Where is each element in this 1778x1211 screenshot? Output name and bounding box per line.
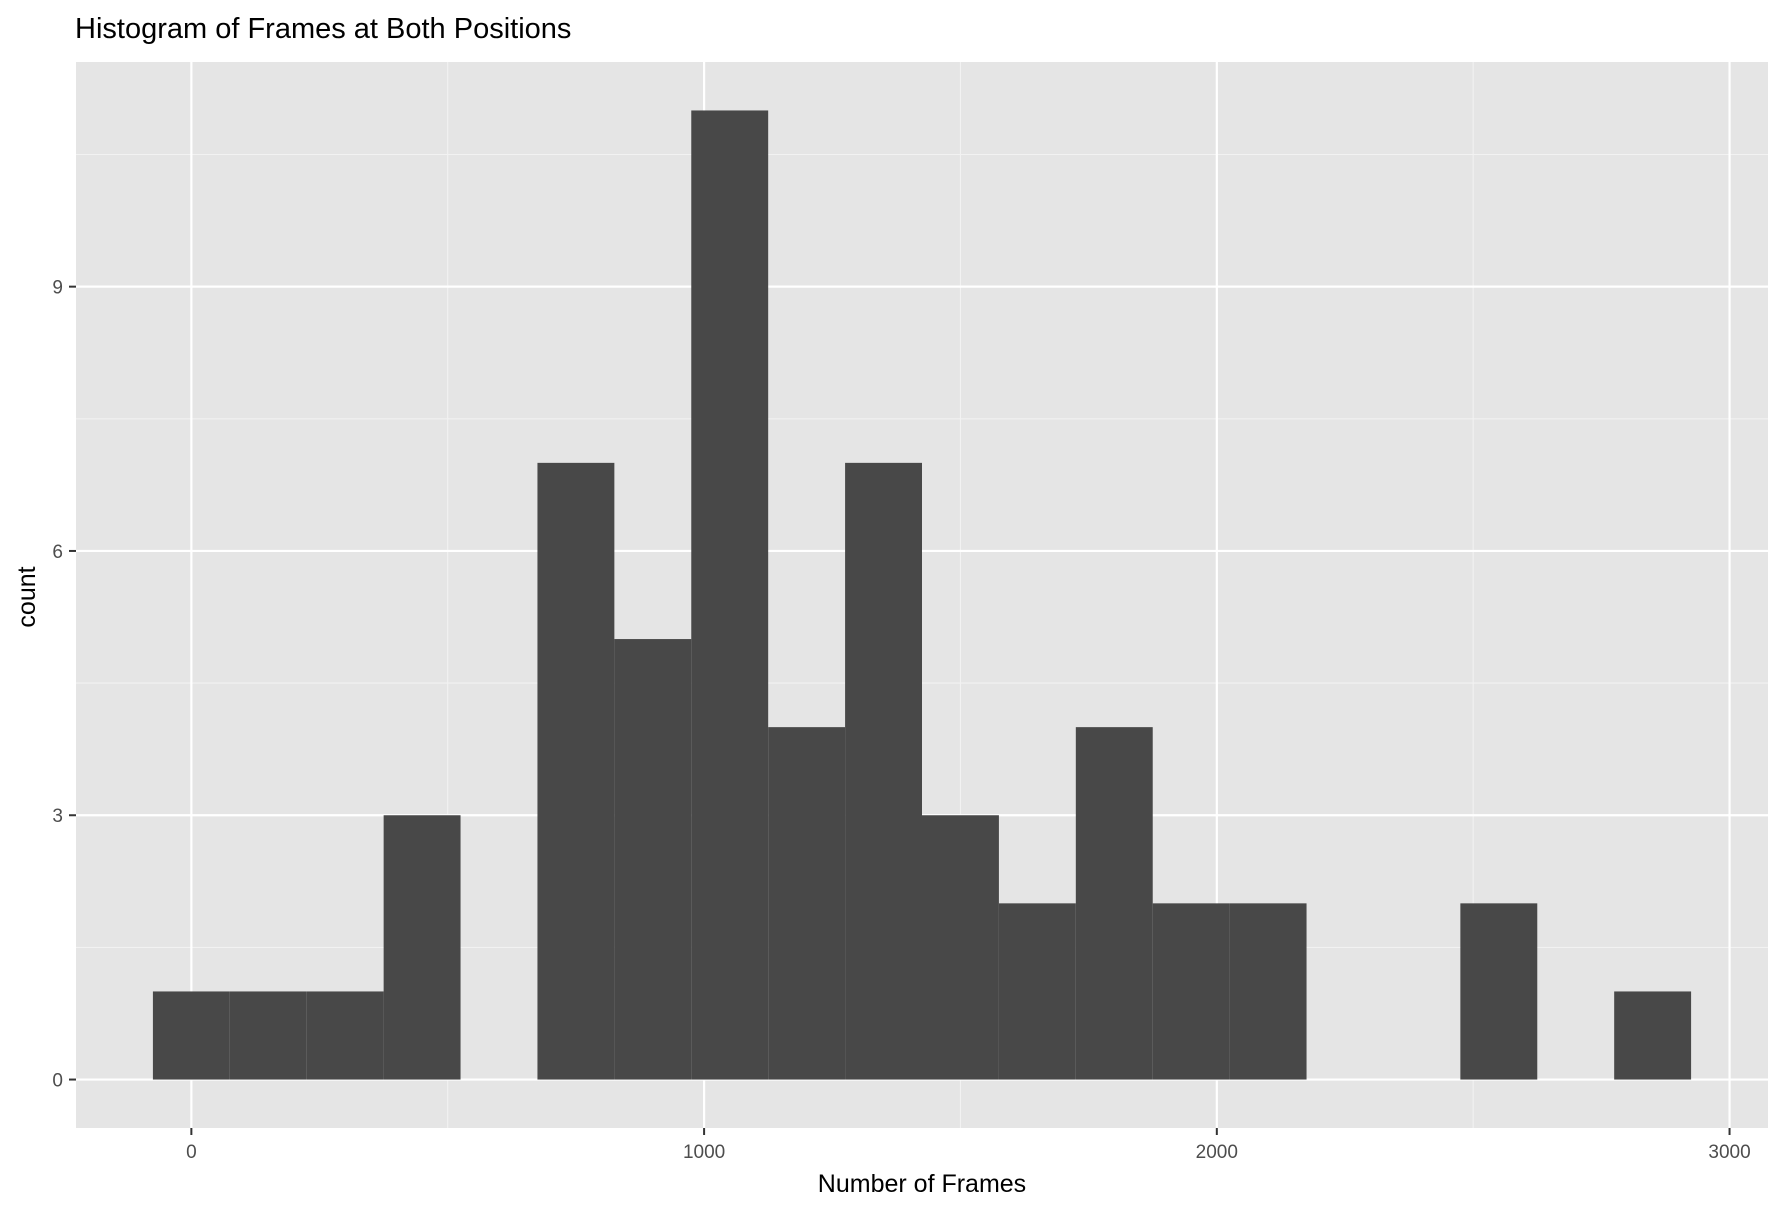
histogram-bar <box>383 815 461 1080</box>
histogram-bar <box>537 462 615 1080</box>
histogram-bar <box>691 110 769 1080</box>
y-tick-label: 9 <box>52 278 63 299</box>
x-tick-label: 1000 <box>683 1142 725 1163</box>
histogram-bar <box>1229 903 1307 1080</box>
y-axis-title: count <box>13 566 41 627</box>
histogram-bar <box>1152 903 1230 1080</box>
x-axis: 0 1000 2000 3000 <box>186 1128 1751 1163</box>
histogram-bar <box>614 639 692 1080</box>
x-axis-title: Number of Frames <box>818 1170 1026 1198</box>
histogram-bar <box>768 727 846 1080</box>
histogram-bars <box>152 110 1692 1080</box>
y-tick-label: 0 <box>52 1071 63 1092</box>
histogram-bar <box>998 903 1076 1080</box>
x-tick-label: 2000 <box>1196 1142 1238 1163</box>
y-axis: 0 3 6 9 <box>52 278 76 1092</box>
x-tick-label: 0 <box>186 1142 197 1163</box>
y-tick-label: 6 <box>52 542 63 563</box>
histogram-bar <box>229 991 307 1080</box>
histogram-bar <box>1614 991 1692 1080</box>
histogram-bar <box>306 991 384 1080</box>
x-tick-label: 3000 <box>1708 1142 1750 1163</box>
histogram-bar <box>1075 727 1153 1080</box>
histogram-bar <box>845 462 922 1080</box>
histogram-bar <box>922 815 999 1080</box>
chart-title: Histogram of Frames at Both Positions <box>75 13 571 45</box>
y-tick-label: 3 <box>52 806 63 827</box>
histogram-bar <box>152 991 230 1080</box>
histogram-bar <box>1460 903 1538 1080</box>
